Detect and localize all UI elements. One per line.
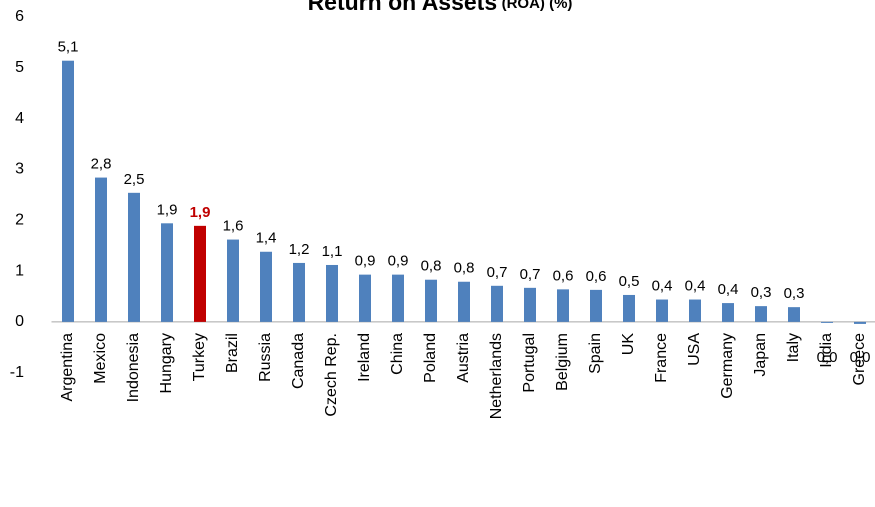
x-tick-label: Italy bbox=[785, 333, 802, 362]
x-tick-label: USA bbox=[686, 333, 703, 366]
value-label: 2,8 bbox=[91, 156, 112, 173]
y-tick-label: -1 bbox=[10, 364, 24, 381]
x-tick-label: Russia bbox=[257, 333, 274, 382]
x-tick-label: Hungary bbox=[158, 333, 175, 393]
value-label: 0,7 bbox=[487, 264, 508, 281]
title-note: (ROA) (%) bbox=[502, 0, 573, 12]
bar bbox=[392, 274, 404, 322]
x-tick-label: Turkey bbox=[191, 333, 208, 381]
x-tick-label: Belgium bbox=[554, 333, 571, 391]
value-label: 0,3 bbox=[784, 285, 805, 302]
value-label: 0,4 bbox=[652, 277, 673, 294]
bar bbox=[854, 321, 866, 324]
value-label: 1,1 bbox=[322, 243, 343, 260]
y-tick-label: 6 bbox=[15, 8, 24, 25]
bar bbox=[326, 264, 338, 322]
chart-title: Return on Assets (ROA) (%) bbox=[308, 0, 573, 15]
value-label: 0,9 bbox=[355, 253, 376, 270]
value-label: 0,4 bbox=[718, 281, 739, 298]
x-tick-label: Indonesia bbox=[125, 333, 142, 402]
value-label: 0,6 bbox=[586, 268, 607, 285]
y-tick-label: 2 bbox=[15, 211, 24, 228]
x-tick-label: Ireland bbox=[356, 333, 373, 382]
x-tick-label: Germany bbox=[719, 333, 736, 399]
bar bbox=[293, 262, 305, 322]
bar bbox=[524, 287, 536, 322]
value-label: 2,5 bbox=[124, 171, 145, 188]
bar bbox=[161, 223, 173, 322]
bar bbox=[491, 285, 503, 322]
x-tick-label: Greece bbox=[851, 333, 868, 386]
y-tick-label: 4 bbox=[15, 110, 24, 127]
x-tick-label: Japan bbox=[752, 333, 769, 377]
x-tick-label: Austria bbox=[455, 333, 472, 383]
value-label: 0,0 bbox=[850, 349, 871, 366]
value-label: 0,5 bbox=[619, 273, 640, 290]
bar bbox=[755, 306, 767, 322]
bar bbox=[359, 274, 371, 322]
bar bbox=[656, 299, 668, 322]
bar bbox=[722, 303, 734, 322]
x-tick-label: France bbox=[653, 333, 670, 383]
x-tick-label: Mexico bbox=[92, 333, 109, 384]
value-label: 0,8 bbox=[421, 258, 442, 275]
value-label: 0,6 bbox=[553, 267, 574, 284]
x-tick-label: Netherlands bbox=[488, 333, 505, 419]
bar bbox=[194, 225, 206, 322]
value-label: 0,4 bbox=[685, 277, 706, 294]
bar bbox=[260, 251, 272, 322]
bar bbox=[590, 289, 602, 322]
bar bbox=[128, 192, 140, 322]
bar bbox=[788, 307, 800, 322]
value-label: 1,9 bbox=[157, 201, 178, 218]
x-tick-label: Poland bbox=[422, 333, 439, 383]
x-tick-label: Canada bbox=[290, 333, 307, 389]
y-tick-label: 3 bbox=[15, 161, 24, 178]
bar bbox=[821, 321, 833, 323]
bar bbox=[62, 60, 74, 322]
bar bbox=[227, 239, 239, 322]
x-tick-label: India bbox=[818, 333, 835, 368]
value-label: 0,7 bbox=[520, 266, 541, 283]
x-tick-label: Spain bbox=[587, 333, 604, 374]
x-tick-label: Brazil bbox=[224, 333, 241, 373]
bar bbox=[425, 279, 437, 322]
x-tick-label: Czech Rep. bbox=[323, 333, 340, 417]
value-label: 0,3 bbox=[751, 284, 772, 301]
bar bbox=[458, 281, 470, 322]
y-tick-label: 0 bbox=[15, 313, 24, 330]
value-label: 0,0 bbox=[817, 349, 838, 366]
y-tick-label: 1 bbox=[15, 262, 24, 279]
value-label: 1,4 bbox=[256, 230, 277, 247]
x-tick-label: China bbox=[389, 333, 406, 375]
title-main: Return on Assets bbox=[308, 0, 498, 15]
bar bbox=[95, 177, 107, 322]
value-label: 1,2 bbox=[289, 241, 310, 258]
bar bbox=[689, 299, 701, 322]
bar bbox=[557, 289, 569, 322]
value-label: 1,9 bbox=[190, 204, 211, 221]
bar bbox=[623, 294, 635, 322]
x-tick-label: Portugal bbox=[521, 333, 538, 393]
value-label: 5,1 bbox=[58, 39, 79, 56]
value-label: 0,8 bbox=[454, 260, 475, 277]
x-tick-label: Argentina bbox=[59, 333, 76, 402]
x-tick-label: UK bbox=[620, 333, 637, 356]
value-label: 0,9 bbox=[388, 253, 409, 270]
y-tick-label: 5 bbox=[15, 59, 24, 76]
value-label: 1,6 bbox=[223, 218, 244, 235]
